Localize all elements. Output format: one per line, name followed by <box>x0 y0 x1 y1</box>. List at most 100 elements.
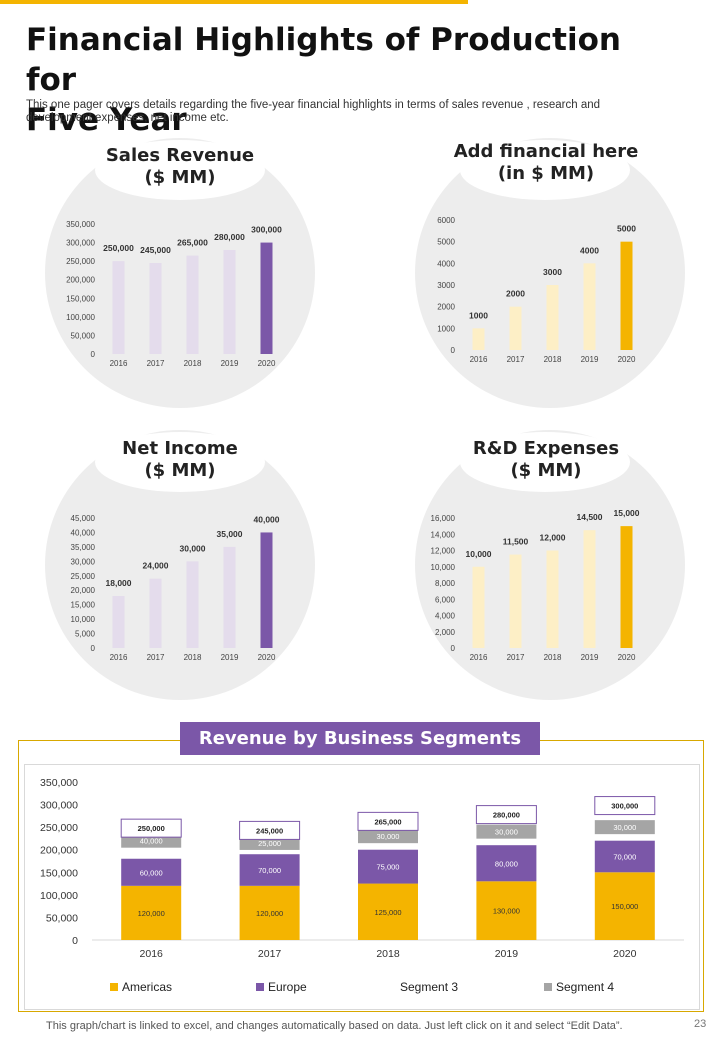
netincome-xtick: 2016 <box>110 653 128 662</box>
rd-bar <box>472 566 485 648</box>
segments-ytick: 250,000 <box>40 822 78 834</box>
netincome-data-label: 40,000 <box>254 514 280 524</box>
rd-ytick: 16,000 <box>431 514 456 523</box>
sales-bar <box>260 242 273 354</box>
sales-data-label: 300,000 <box>251 225 282 235</box>
addfin-data-label: 1000 <box>469 310 488 320</box>
addfin-ytick: 1000 <box>437 324 455 333</box>
addfin-xtick: 2016 <box>470 355 488 364</box>
sales-data-label: 250,000 <box>103 243 134 253</box>
accent-top-bar <box>0 0 468 4</box>
addfin-xtick: 2020 <box>618 355 636 364</box>
sales-ytick: 300,000 <box>66 239 95 248</box>
segments-label-segment4: 300,000 <box>611 802 638 811</box>
addfin-bar <box>583 263 596 350</box>
netincome-data-label: 35,000 <box>217 529 243 539</box>
segments-label-europe: 70,000 <box>258 866 281 875</box>
sales-title-line1: Sales Revenue <box>105 145 255 166</box>
page-title: Financial Highlights of Production for F… <box>26 20 666 140</box>
rd-ytick: 4,000 <box>435 612 456 621</box>
segments-ytick: 150,000 <box>40 867 78 879</box>
rd-data-label: 11,500 <box>503 537 529 547</box>
rd-bar <box>620 526 633 648</box>
sales-ytick: 250,000 <box>66 257 95 266</box>
rd-bar <box>583 530 596 648</box>
addfin-ytick: 4000 <box>437 259 455 268</box>
segments-label-europe: 70,000 <box>613 852 636 861</box>
netincome-title-line2: ($ MM) <box>144 460 216 481</box>
segments-label-europe: 80,000 <box>495 859 518 868</box>
segments-label-segment4: 245,000 <box>256 826 283 835</box>
page-subtitle: This one pager covers details regarding … <box>26 99 666 125</box>
segments-xtick: 2018 <box>376 948 400 960</box>
addfin-bar <box>620 241 633 350</box>
segments-bar-europe <box>358 849 418 884</box>
segments-bar-segment3 <box>594 820 655 835</box>
page-subtitle-line2: development expenses, net income etc. <box>26 112 229 124</box>
netincome-bar <box>186 561 199 648</box>
netincome-ytick: 45,000 <box>71 514 96 523</box>
netincome-ytick: 25,000 <box>71 572 96 581</box>
sales-ytick: 150,000 <box>66 294 95 303</box>
segments-label-americas: 150,000 <box>611 902 638 911</box>
rd-ytick: 6,000 <box>435 595 456 604</box>
sales-bar <box>149 263 162 354</box>
rd-xtick: 2018 <box>544 653 562 662</box>
legend-americas: Americas <box>110 980 172 994</box>
segments-label-segment4: 250,000 <box>138 824 165 833</box>
segments-label-americas: 120,000 <box>256 909 283 918</box>
sales-xtick: 2020 <box>258 359 276 368</box>
segments-bar-europe <box>476 845 537 882</box>
sales-revenue-chart: 0 50,000 100,000 150,000 200,000 250,000 300,0… <box>66 220 282 368</box>
sales-xtick: 2019 <box>221 359 239 368</box>
rd-xtick: 2017 <box>507 653 525 662</box>
netincome-xtick: 2017 <box>147 653 165 662</box>
netincome-title-line1: Net Income <box>122 438 238 459</box>
segments-total-box <box>475 805 537 825</box>
rd-bar <box>546 550 559 648</box>
segments-label-europe: 75,000 <box>377 863 400 872</box>
rd-expenses-chart: 0 2,000 4,000 6,000 8,000 10,000 12,000 14,000 1… <box>431 508 640 662</box>
sales-ytick: 200,000 <box>66 276 95 285</box>
segments-total-box <box>120 818 182 838</box>
segments-bar-americas <box>594 872 655 940</box>
segments-label-americas: 120,000 <box>138 909 165 918</box>
sales-panel-title: Sales Revenue ($ MM) <box>60 145 300 189</box>
segments-bar-americas <box>239 885 300 940</box>
sales-data-label: 265,000 <box>177 238 208 248</box>
addfin-xtick: 2019 <box>581 355 599 364</box>
sales-ytick: 350,000 <box>66 220 95 229</box>
sales-data-label: 245,000 <box>140 245 171 255</box>
netincome-ytick: 30,000 <box>71 557 96 566</box>
netincome-bar <box>112 596 125 648</box>
addfin-panel-title: Add financial here (in $ MM) <box>426 141 666 185</box>
rd-ytick: 12,000 <box>431 547 456 556</box>
rd-data-label: 12,000 <box>540 533 566 543</box>
segments-bar-americas <box>121 885 182 940</box>
legend-europe-swatch <box>256 982 264 991</box>
sales-title-line2: ($ MM) <box>144 167 216 188</box>
sales-data-label: 280,000 <box>214 232 245 242</box>
rd-panel-cap <box>460 432 630 492</box>
rd-bar <box>509 554 522 648</box>
segments-ytick: 50,000 <box>46 912 78 924</box>
rd-title-line1: R&D Expenses <box>472 438 620 459</box>
netincome-ytick: 35,000 <box>71 543 96 552</box>
segments-bar-americas <box>358 883 418 940</box>
sales-xtick: 2017 <box>147 359 165 368</box>
sales-xtick: 2018 <box>184 359 202 368</box>
netincome-ytick: 10,000 <box>71 615 96 624</box>
segments-ytick: 0 <box>72 935 78 947</box>
segments-bar-segment3 <box>476 824 537 839</box>
footnote: This graph/chart is linked to excel, and… <box>46 1020 623 1032</box>
sales-bar <box>186 255 199 354</box>
add-financial-chart: 0 1000 2000 3000 4000 5000 6000 1000 2016 2000 201… <box>437 216 636 364</box>
addfin-data-label: 5000 <box>617 224 636 234</box>
segments-bar-europe <box>121 858 182 886</box>
addfin-ytick: 3000 <box>437 281 455 290</box>
segments-ytick: 100,000 <box>40 890 78 902</box>
netincome-bar <box>149 578 162 648</box>
segments-label-segment4: 280,000 <box>493 811 520 820</box>
netincome-bar <box>223 546 236 648</box>
rd-xtick: 2019 <box>581 653 599 662</box>
